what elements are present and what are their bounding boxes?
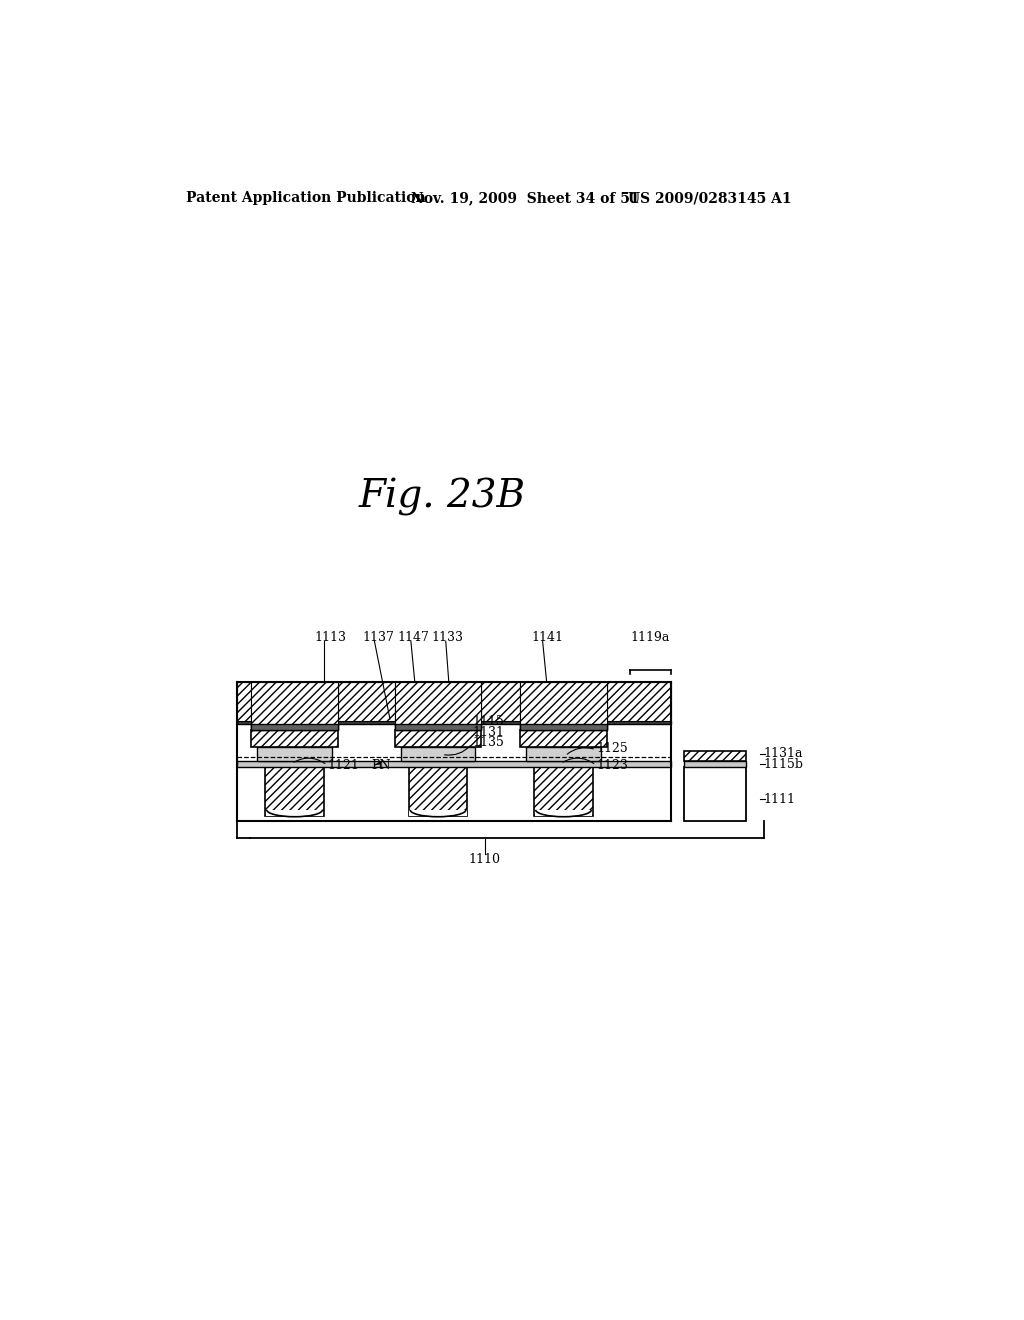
Bar [481,682,520,721]
Text: 1119a: 1119a [630,631,670,644]
Bar [251,725,338,730]
Bar [684,751,746,762]
Bar [265,767,324,816]
Text: 1110: 1110 [469,853,501,866]
Bar [394,725,481,730]
Text: 1131a: 1131a [764,747,803,760]
Bar [394,730,481,747]
Text: 1137: 1137 [362,631,394,644]
Text: US 2009/0283145 A1: US 2009/0283145 A1 [628,191,792,206]
Bar [394,725,481,730]
Text: PN: PN [372,759,391,772]
Bar [410,810,467,816]
Bar [526,747,601,762]
Bar [409,767,467,816]
Text: 1147: 1147 [397,631,430,644]
Bar [607,682,671,721]
Bar [257,747,332,762]
Text: 1141: 1141 [531,631,563,644]
Text: Patent Application Publication: Patent Application Publication [186,191,426,206]
Text: Nov. 19, 2009  Sheet 34 of 51: Nov. 19, 2009 Sheet 34 of 51 [411,191,640,206]
Text: 1115b: 1115b [764,758,804,771]
Bar [520,730,607,747]
Bar [266,810,324,816]
Text: Fig. 23B: Fig. 23B [358,478,525,516]
Text: 1135: 1135 [472,737,504,750]
Text: 1121: 1121 [328,759,359,772]
Bar [394,682,481,730]
Bar [535,767,593,816]
Text: 1123: 1123 [596,759,628,772]
Text: 1125: 1125 [596,742,628,755]
Bar [684,767,746,821]
Bar [520,725,607,730]
Bar [251,730,338,747]
Text: 1133: 1133 [432,631,464,644]
Bar [237,682,251,721]
Bar [251,682,338,730]
Bar [338,682,394,721]
Bar [520,725,607,730]
Bar [237,762,671,767]
Text: 1115: 1115 [472,714,504,727]
Bar [684,762,746,767]
Bar [400,747,475,762]
Bar [237,767,671,821]
Bar [520,682,607,730]
Text: 1111: 1111 [764,792,796,805]
Bar [251,725,338,730]
Bar [237,721,671,725]
Text: 1113: 1113 [314,631,346,644]
Text: 1131: 1131 [472,726,504,739]
Bar [535,810,592,816]
